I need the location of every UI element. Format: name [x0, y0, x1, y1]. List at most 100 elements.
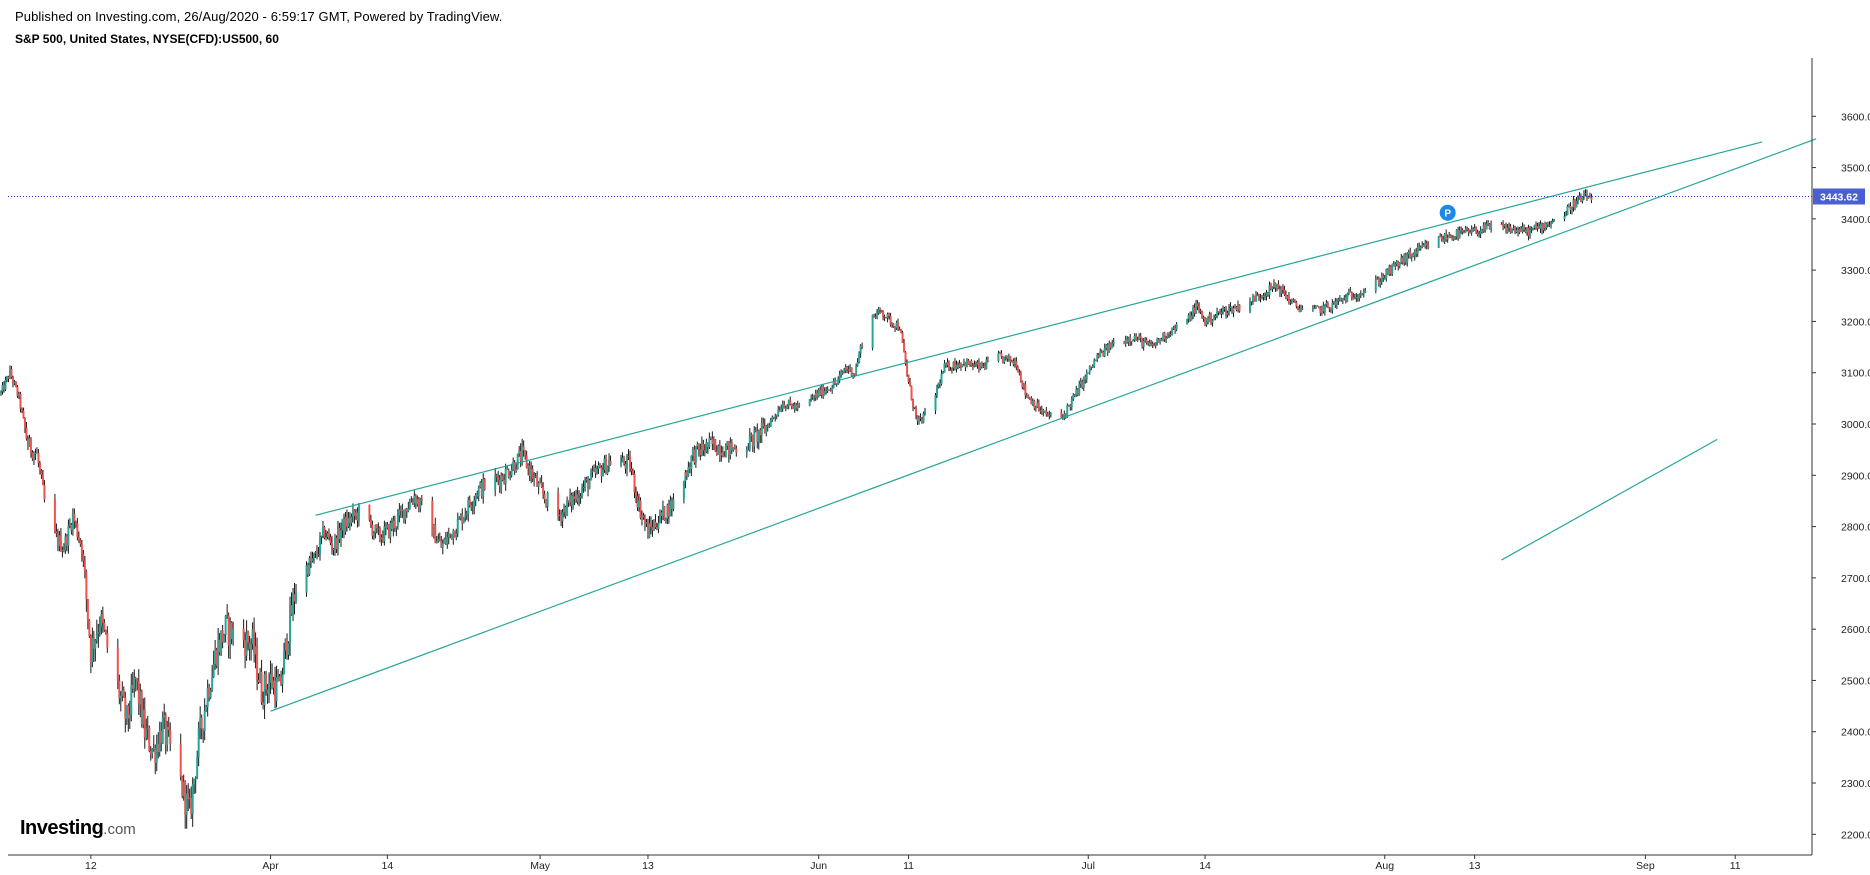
candle-up [196, 757, 199, 779]
candle-up [566, 500, 569, 516]
candle-up [1563, 215, 1566, 219]
candle-up [1391, 263, 1394, 274]
candle-up [672, 499, 675, 509]
candle-down [1193, 307, 1196, 314]
trendline [270, 138, 1817, 712]
candle-up [1343, 297, 1346, 299]
candle-up [946, 362, 949, 366]
candle-down [1033, 400, 1036, 409]
price-tick-label: 2500.00 [1841, 675, 1870, 687]
candle-down [348, 517, 351, 523]
candle-up [694, 446, 697, 463]
candle-up [726, 441, 729, 447]
candle-down [438, 539, 441, 541]
candle-down [971, 366, 974, 368]
candle-up [533, 476, 536, 479]
candle-down [266, 689, 269, 694]
candle-down [524, 450, 527, 456]
pattern-marker[interactable]: P [1439, 204, 1456, 221]
candle-up [1229, 306, 1232, 309]
candle-down [1274, 282, 1277, 289]
candle-up [1237, 304, 1240, 311]
candle-up [1136, 339, 1139, 341]
candle-up [1323, 304, 1326, 312]
candle-down [525, 455, 528, 468]
candle-down [885, 317, 888, 319]
candle-down [756, 430, 759, 442]
candle-down [1298, 308, 1301, 312]
candle-down [889, 316, 892, 325]
candle-down [41, 474, 44, 486]
candle-down [1153, 345, 1156, 347]
candle-down [88, 620, 91, 637]
candle-down [888, 313, 891, 317]
candle-up [289, 604, 292, 644]
candle-up [700, 443, 703, 455]
candle-down [503, 480, 506, 484]
candle-down [277, 677, 280, 682]
candle-down [1295, 302, 1298, 307]
candle-down [600, 467, 603, 477]
time-tick-label: 13 [642, 860, 654, 872]
candle-down [1037, 402, 1040, 411]
candle-down [667, 504, 670, 517]
candle-up [193, 779, 196, 785]
candle-up [509, 475, 512, 478]
candle-up [534, 476, 537, 478]
candle-up [214, 649, 217, 664]
candle-up [606, 466, 609, 475]
candle-up [408, 501, 411, 509]
candle-down [1547, 223, 1550, 225]
candle-up [452, 530, 455, 539]
trendline-drawings[interactable] [270, 138, 1817, 712]
candle-down [80, 544, 83, 554]
candle-up [1347, 291, 1350, 294]
candle-down [53, 499, 56, 532]
candle-up [1383, 278, 1386, 280]
candle-down [434, 524, 437, 544]
candle-down [627, 456, 630, 458]
candle-up [935, 387, 938, 396]
candle-up [1010, 361, 1013, 363]
candle-up [163, 715, 166, 718]
candle-up [1099, 351, 1102, 357]
candle-down [1262, 295, 1265, 298]
candle-up [826, 389, 829, 391]
candle-up [823, 391, 826, 396]
time-axis[interactable]: 12 Apr 14 May 13 Jun 11 Jul 14 Aug 13 Sep 11 [85, 855, 1741, 872]
candle-down [1225, 308, 1228, 315]
candle-up [537, 482, 540, 487]
candle-down [587, 478, 590, 490]
candle-up [121, 690, 124, 696]
candle-up [1211, 320, 1214, 323]
candle-down [542, 487, 545, 495]
candle-down [393, 520, 396, 529]
candle-up [5, 376, 8, 380]
candle-down [702, 443, 705, 451]
candle-down [915, 408, 918, 416]
candle-up [188, 797, 191, 800]
candle-up [780, 408, 783, 412]
candle-up [1421, 244, 1424, 247]
candle-down [1349, 291, 1352, 293]
candle-down [65, 536, 68, 546]
candle-down [1266, 292, 1269, 295]
candle-up [1, 384, 4, 392]
candle-down [495, 475, 498, 477]
candle-down [1204, 317, 1207, 325]
candle-up [13, 381, 16, 384]
candle-up [1073, 394, 1076, 396]
candle-down [137, 680, 140, 705]
candle-down [898, 329, 901, 331]
candle-down [649, 523, 652, 528]
candle-down [62, 550, 65, 552]
price-axis[interactable]: 2200.00 2300.00 2400.00 2500.00 2600.00 2700.… [1812, 111, 1870, 841]
candle-up [620, 461, 623, 466]
candle-down [497, 476, 500, 480]
candle-up [859, 345, 862, 354]
candle-down [949, 369, 952, 371]
candle-down [19, 393, 22, 409]
candle-up [1078, 384, 1081, 395]
candle-up [479, 482, 482, 488]
